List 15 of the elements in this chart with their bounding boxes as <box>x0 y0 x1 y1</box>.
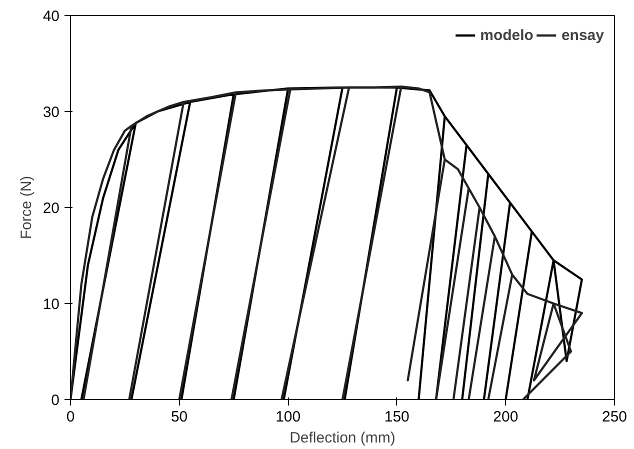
y-axis-title: Force (N) <box>18 176 35 240</box>
x-tick-label: 200 <box>493 408 518 426</box>
x-tick-label: 50 <box>170 408 188 426</box>
y-tick-label: 20 <box>42 200 60 217</box>
x-tick-label: 250 <box>602 408 628 426</box>
y-tick-label: 10 <box>42 296 60 313</box>
x-axis-title: Deflection (mm) <box>290 430 396 446</box>
legend-label: ensay <box>561 26 604 44</box>
x-tick-label: 150 <box>384 408 410 426</box>
y-tick-label: 0 <box>51 392 60 409</box>
y-tick-label: 40 <box>42 8 60 25</box>
y-tick-label: 30 <box>42 104 60 121</box>
x-tick-label: 100 <box>276 408 301 426</box>
x-tick-label: 0 <box>66 408 75 426</box>
legend-label: modelo <box>480 26 534 44</box>
